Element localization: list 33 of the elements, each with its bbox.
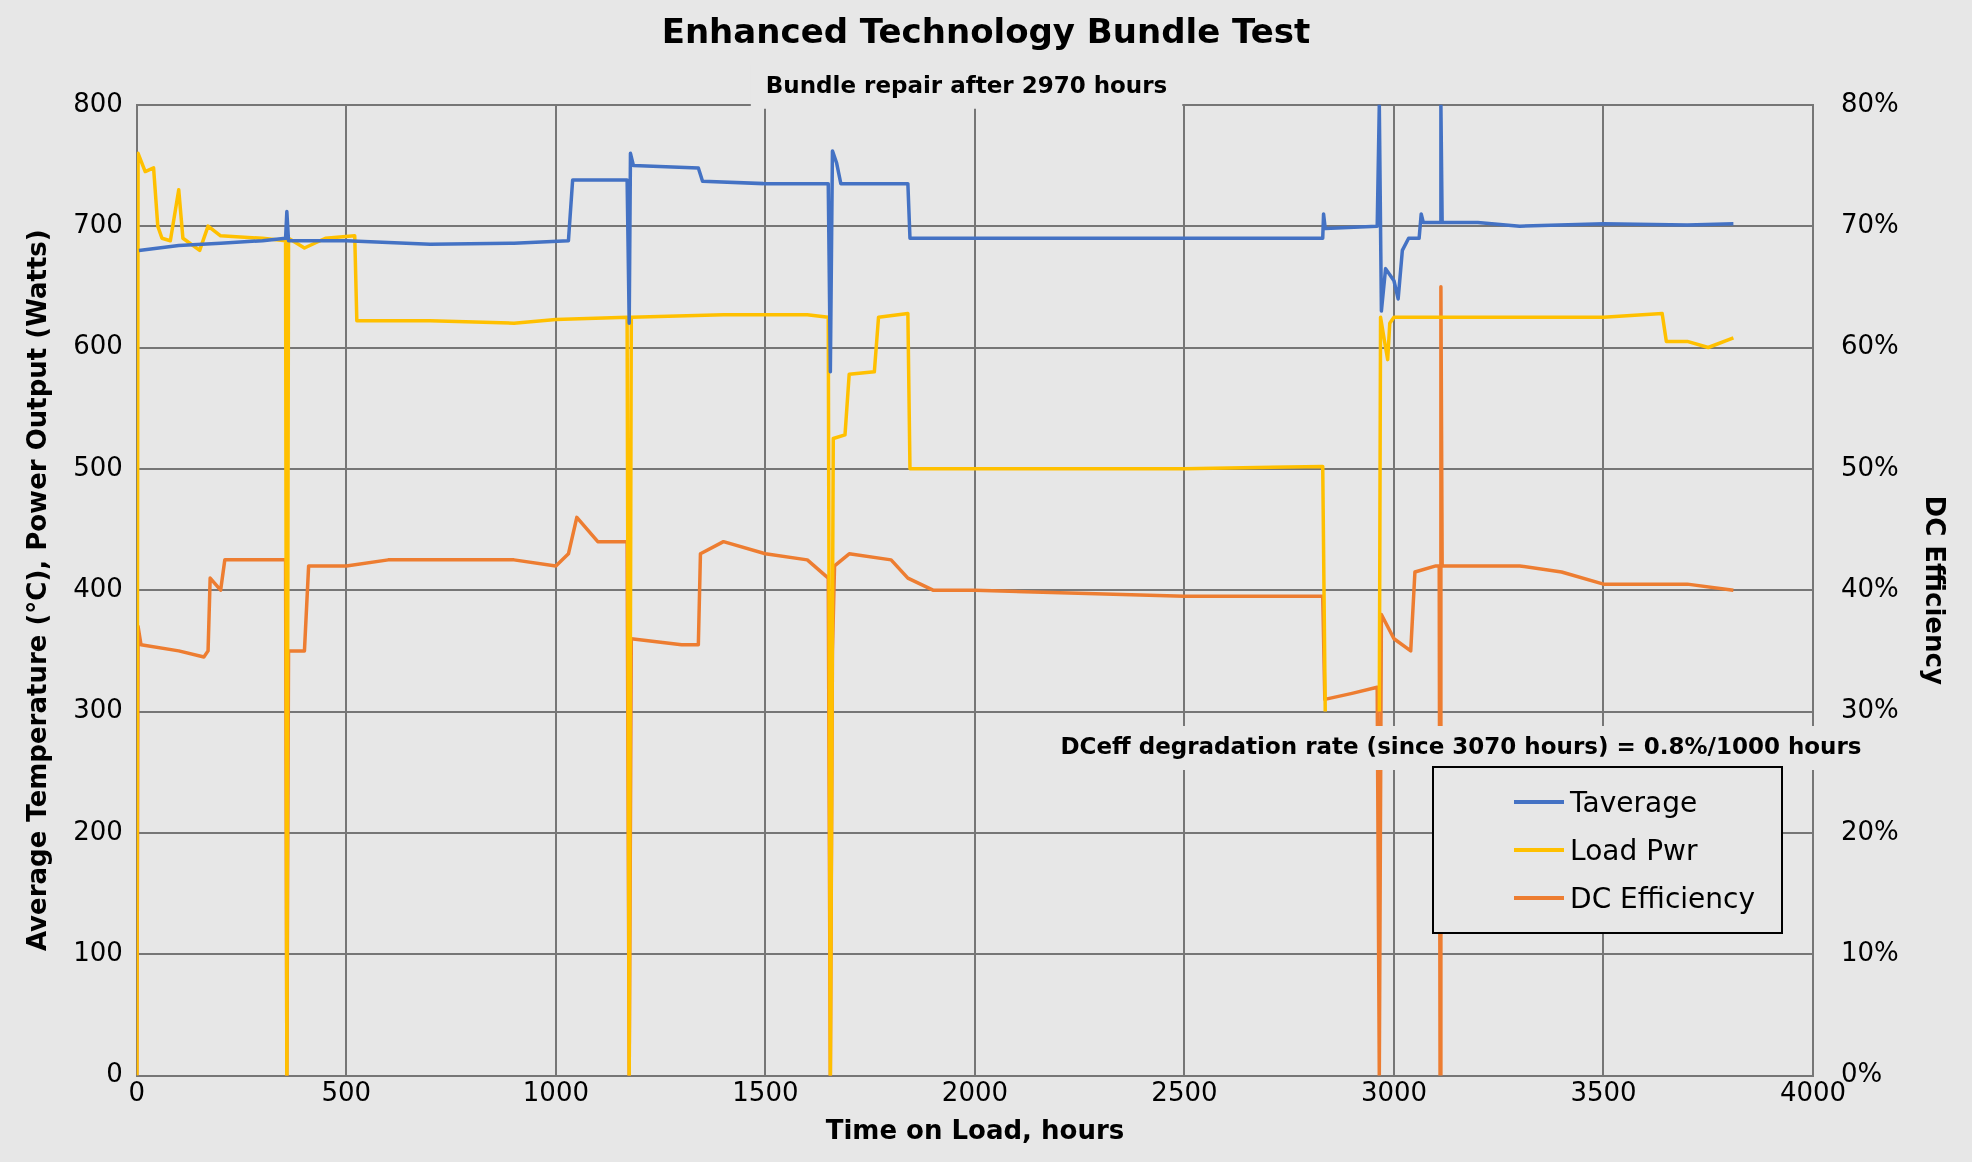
legend-label: Taverage [1570, 785, 1698, 819]
y-tick-label: 500 [73, 451, 123, 482]
y2-tick-label: 60% [1841, 330, 1899, 361]
y2-tick-label: 30% [1841, 694, 1899, 725]
y-tick-label: 600 [73, 330, 123, 361]
y2-tick-label: 10% [1841, 937, 1899, 967]
x-tick-label: 500 [321, 1076, 372, 1107]
y-axis-title: Average Temperature (°C), Power Output (Watts) [22, 229, 53, 952]
y-tick-label: 300 [73, 694, 123, 725]
y-tick-label: 400 [73, 572, 123, 603]
annotation: DCeff degradation rate (since 3070 hours) = 0.8%/1000 hours [1060, 732, 1862, 759]
y-tick-label: 100 [73, 937, 123, 967]
y-tick-label: 200 [73, 815, 123, 846]
y2-tick-label: 20% [1841, 815, 1899, 846]
y2-tick-label: 80% [1841, 87, 1899, 118]
y2-axis-title: DC Efficiency [1919, 495, 1950, 685]
x-tick-label: 1500 [732, 1076, 799, 1107]
y-tick-label: 700 [73, 208, 123, 239]
x-tick-label: 3000 [1360, 1076, 1428, 1107]
y2-tick-label: 50% [1841, 451, 1899, 482]
y-tick-label: 800 [73, 87, 123, 118]
x-tick-label: 0 [128, 1076, 146, 1107]
x-tick-label: 1000 [522, 1076, 589, 1107]
x-tick-label: 3500 [1570, 1076, 1637, 1107]
y2-tick-label: 40% [1841, 572, 1899, 603]
legend-label: DC Efficiency [1570, 881, 1755, 915]
x-tick-label: 2000 [941, 1076, 1008, 1107]
text: Bundle repair after 2970 hours [765, 71, 1168, 98]
x-axis-title: Time on Load, hours [825, 1115, 1125, 1146]
legend-label: Load Pwr [1570, 833, 1698, 867]
x-tick-label: 2500 [1151, 1076, 1218, 1107]
chart-title: Enhanced Technology Bundle Test [661, 11, 1311, 52]
y2-tick-label: 70% [1841, 208, 1899, 239]
